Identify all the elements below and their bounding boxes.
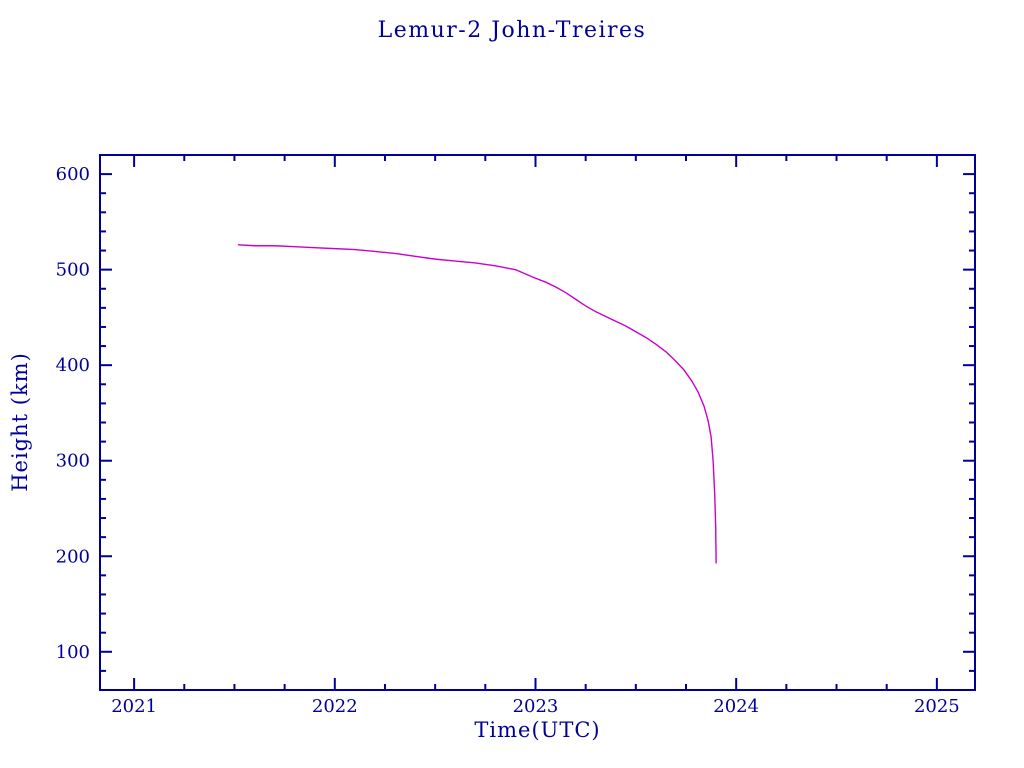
y-tick-label: 400 — [56, 355, 90, 376]
x-axis-label: Time(UTC) — [474, 718, 601, 742]
x-tick-label: 2024 — [713, 696, 759, 717]
x-tick-label: 2023 — [513, 696, 559, 717]
decay-curve — [237, 244, 717, 564]
x-tick-label: 2022 — [312, 696, 358, 717]
x-tick-label: 2025 — [914, 696, 960, 717]
y-tick-label: 600 — [56, 164, 90, 185]
plot-frame — [99, 154, 976, 691]
y-tick-label: 100 — [56, 642, 90, 663]
y-tick-label: 200 — [56, 546, 90, 567]
x-tick-label: 2021 — [111, 696, 157, 717]
y-tick-label: 300 — [56, 451, 90, 472]
chart-title: Lemur-2 John-Treires — [377, 18, 647, 43]
y-tick-label: 500 — [56, 260, 90, 281]
